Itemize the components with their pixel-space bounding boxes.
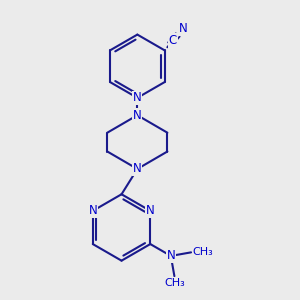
Text: C: C <box>169 34 177 47</box>
Text: N: N <box>88 204 97 218</box>
Text: N: N <box>133 109 142 122</box>
Text: CH₃: CH₃ <box>164 278 185 288</box>
Text: N: N <box>133 91 142 104</box>
Text: N: N <box>179 22 188 35</box>
Text: N: N <box>146 204 155 218</box>
Text: CH₃: CH₃ <box>193 248 213 257</box>
Text: N: N <box>133 163 142 176</box>
Text: N: N <box>167 249 175 262</box>
